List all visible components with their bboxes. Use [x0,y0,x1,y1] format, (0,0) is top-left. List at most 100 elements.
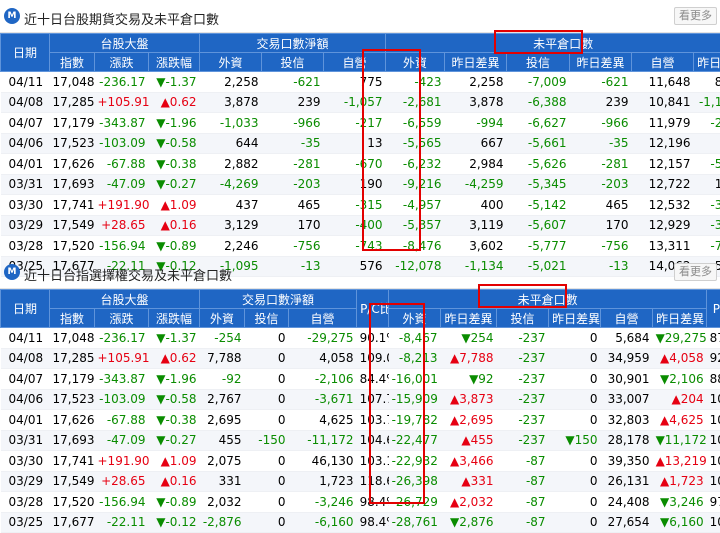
table-cell: -756 [262,236,324,257]
table-cell: 2,695 [200,410,245,431]
table-cell: 17,549 [50,471,95,492]
date-cell: 04/06 [1,133,50,154]
table-cell: ▲0.16 [149,471,200,492]
table-cell: -1,033 [200,113,262,134]
sub-header-4: 投信 [262,53,324,72]
table-cell: ▼-1.96 [149,113,200,134]
table-cell: +191.90 [95,451,149,472]
table-cell: 17,693 [50,174,95,195]
table-cell: -2,876 [200,512,245,533]
table-cell: 2,767 [200,389,245,410]
table-cell: ▲0.62 [149,348,200,369]
table-cell: ▲13,219 [653,451,707,472]
sub-header-7: 昨日差異 [441,309,497,328]
table-cell: -103.09 [95,133,149,154]
table-cell: 0 [245,328,289,349]
table-cell: ▲2,032 [441,492,497,513]
options-header: M 近十日台指選擇權交易及未平倉口數 看更多 [0,256,720,289]
table-cell: 17,179 [50,369,95,390]
table-cell: 3,119 [445,215,507,236]
table-cell: -343.87 [95,113,149,134]
group-header-index: 台股大盤 [50,34,200,53]
table-cell: 17,523 [50,389,95,410]
table-cell: -6,388 [507,92,570,113]
table-cell: ▼-0.12 [149,512,200,533]
futures-more-button[interactable]: 看更多 [674,7,717,25]
date-cell: 04/01 [1,154,50,175]
table-cell: 3,129 [200,215,262,236]
site-logo-icon: M [4,264,20,280]
date-cell: 04/07 [1,369,50,390]
table-cell: 92.2% [707,348,720,369]
table-cell: -67.88 [95,154,149,175]
table-cell: 10,841 [632,92,694,113]
table-cell: ▲331 [441,471,497,492]
table-cell: -92 [200,369,245,390]
table-cell: 39 [694,133,720,154]
table-cell: 3,878 [445,92,507,113]
table-cell: 437 [200,195,262,216]
table-cell: 0 [245,451,289,472]
table-cell: 17,549 [50,215,95,236]
table-cell: -5,345 [507,174,570,195]
table-cell: -203 [570,174,632,195]
table-cell: -237 [497,430,549,451]
table-cell: 0 [549,328,601,349]
sub-header-9: 昨日差異 [570,53,632,72]
options-more-button[interactable]: 看更多 [674,263,717,281]
table-cell: ▲3,466 [441,451,497,472]
table-cell: 104.4% [707,430,720,451]
table-cell: -2,106 [289,369,357,390]
table-cell: -28,761 [389,512,441,533]
table-cell: 239 [262,92,324,113]
table-cell: -47.09 [95,174,149,195]
table-cell: 2,075 [200,451,245,472]
table-cell: -5,607 [507,215,570,236]
sub-header-3: 外資 [200,53,262,72]
table-cell: 1,723 [289,471,357,492]
table-cell: -236.17 [95,328,149,349]
date-cell: 04/08 [1,92,50,113]
table-cell: 0 [549,471,601,492]
options-panel: M 近十日台指選擇權交易及未平倉口數 看更多 日期 台股大盤 交易口數淨額 P/… [0,256,720,533]
date-cell: 03/29 [1,215,50,236]
table-cell: 7,788 [200,348,245,369]
table-cell: 170 [262,215,324,236]
sub-header-1: 漲跌 [95,309,149,328]
table-cell: 0 [245,410,289,431]
table-cell: -5,661 [507,133,570,154]
table-cell: 0 [549,389,601,410]
table-cell: -343.87 [95,369,149,390]
table-cell: -103.09 [95,389,149,410]
table-cell: ▼-0.27 [149,430,200,451]
table-cell: 667 [445,133,507,154]
table-cell: 17,741 [50,451,95,472]
group-header-net-trade: 交易口數淨額 [200,34,386,53]
sub-header-8: 投信 [497,309,549,328]
futures-title: 近十日台股期貨交易及未平倉口數 [24,9,219,28]
table-cell: -11,172 [289,430,357,451]
table-cell: -5,142 [507,195,570,216]
date-cell: 03/31 [1,174,50,195]
table-cell: -5,777 [507,236,570,257]
date-cell: 03/25 [1,512,50,533]
table-cell: -382 [694,215,720,236]
table-cell: 12,722 [632,174,694,195]
table-cell: 106.7% [707,451,720,472]
table-cell: 34,959 [601,348,653,369]
table-cell: ▲2,695 [441,410,497,431]
table-cell: 0 [245,492,289,513]
table-cell: -87 [497,492,549,513]
sub-header-11: 昨日差異 [653,309,707,328]
table-cell: -87 [497,451,549,472]
table-cell: +105.91 [95,92,149,113]
sub-header-0: 指數 [50,53,95,72]
table-cell: 455 [200,430,245,451]
table-cell: ▲0.16 [149,215,200,236]
table-cell: 101.4% [707,512,720,533]
